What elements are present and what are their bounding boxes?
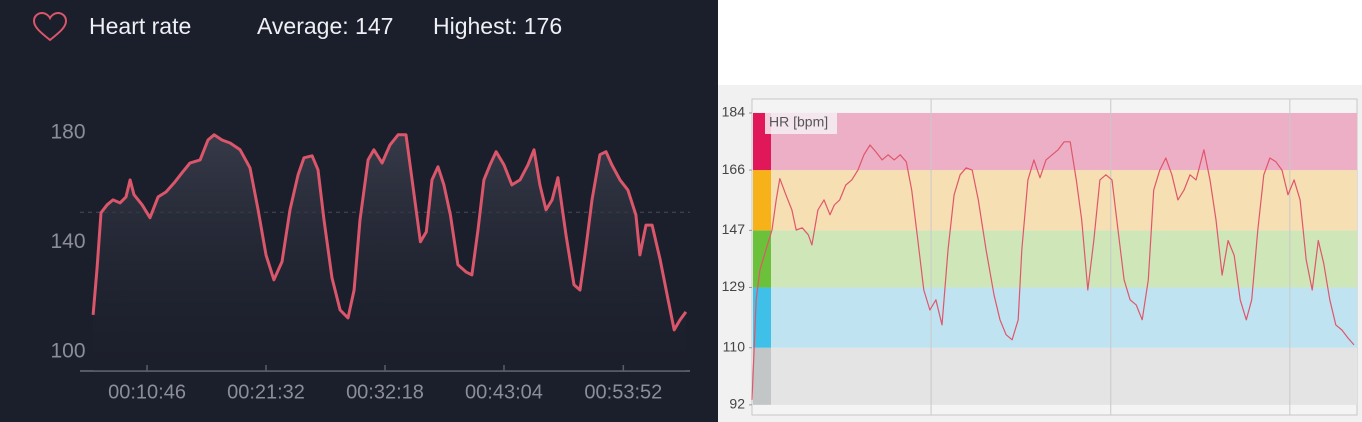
zone-bar: [753, 170, 771, 231]
line: [751, 141, 1355, 400]
right-chart: 92 110 129 147 166 184: [722, 99, 1357, 415]
zone-band: [771, 230, 1357, 288]
zone-band: [771, 347, 1357, 405]
heart-icon: [32, 11, 68, 42]
y-tick-label: 110: [723, 338, 746, 354]
zone-band: [771, 287, 1357, 348]
zone-band: [771, 170, 1357, 231]
x-tick-label: 00:53:52: [584, 381, 662, 403]
x-tick-label: 00:10:46: [108, 381, 186, 403]
x-tick-label: 00:32:18: [346, 381, 424, 403]
y-tick-label: 180: [50, 120, 85, 143]
axis-label: HR [bpm]: [769, 114, 828, 130]
y-tick-label: 184: [722, 104, 746, 120]
x-tick-label: 00:21:32: [227, 381, 305, 403]
zone-bar: [753, 347, 771, 405]
stat-text: Highest: 176: [433, 13, 562, 39]
zone-bar: [753, 287, 771, 348]
line: [91, 133, 688, 332]
y-tick-label: 100: [50, 339, 85, 362]
left-chart: 100 140 180 00:10:46 00:21:32 00:32:18 00:43:0…: [50, 120, 690, 403]
y-tick-label: 92: [729, 396, 745, 412]
chart-title: Heart rate: [89, 13, 191, 39]
y-tick-label: 129: [722, 278, 746, 294]
x-tick-label: 00:43:04: [465, 381, 543, 403]
label-box: [765, 112, 837, 134]
stat-text: Average: 147: [257, 13, 393, 39]
y-tick-label: 140: [50, 230, 85, 253]
y-tick-label: 147: [722, 221, 746, 237]
area: [93, 134, 686, 371]
zone-bar: [753, 230, 771, 288]
y-tick-label: 166: [722, 161, 746, 177]
